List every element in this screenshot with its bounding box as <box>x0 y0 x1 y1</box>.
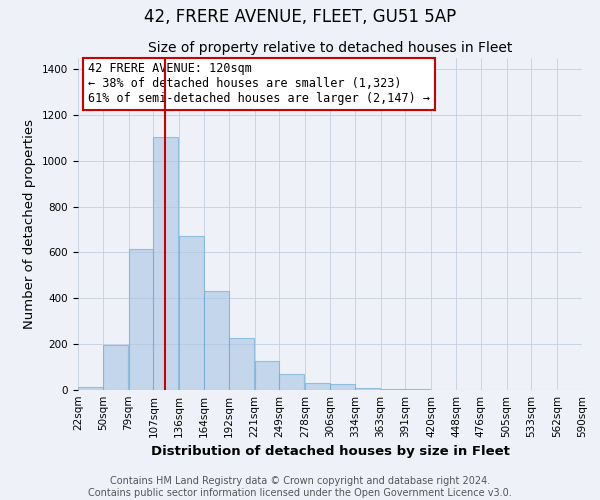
Bar <box>380 389 406 390</box>
X-axis label: Distribution of detached houses by size in Fleet: Distribution of detached houses by size … <box>151 446 509 458</box>
Text: 42 FRERE AVENUE: 120sqm
← 38% of detached houses are smaller (1,323)
61% of semi: 42 FRERE AVENUE: 120sqm ← 38% of detache… <box>88 62 430 106</box>
Bar <box>254 362 280 390</box>
Title: Size of property relative to detached houses in Fleet: Size of property relative to detached ho… <box>148 41 512 55</box>
Bar <box>229 338 254 390</box>
Bar <box>103 346 128 390</box>
Bar <box>305 383 330 390</box>
Bar <box>355 388 380 390</box>
Text: Contains HM Land Registry data © Crown copyright and database right 2024.
Contai: Contains HM Land Registry data © Crown c… <box>88 476 512 498</box>
Bar <box>204 292 229 390</box>
Bar <box>78 386 103 390</box>
Bar <box>128 249 154 390</box>
Bar <box>154 136 178 390</box>
Y-axis label: Number of detached properties: Number of detached properties <box>23 118 37 329</box>
Bar <box>330 384 355 390</box>
Bar <box>280 374 304 390</box>
Text: 42, FRERE AVENUE, FLEET, GU51 5AP: 42, FRERE AVENUE, FLEET, GU51 5AP <box>144 8 456 26</box>
Bar <box>179 236 204 390</box>
